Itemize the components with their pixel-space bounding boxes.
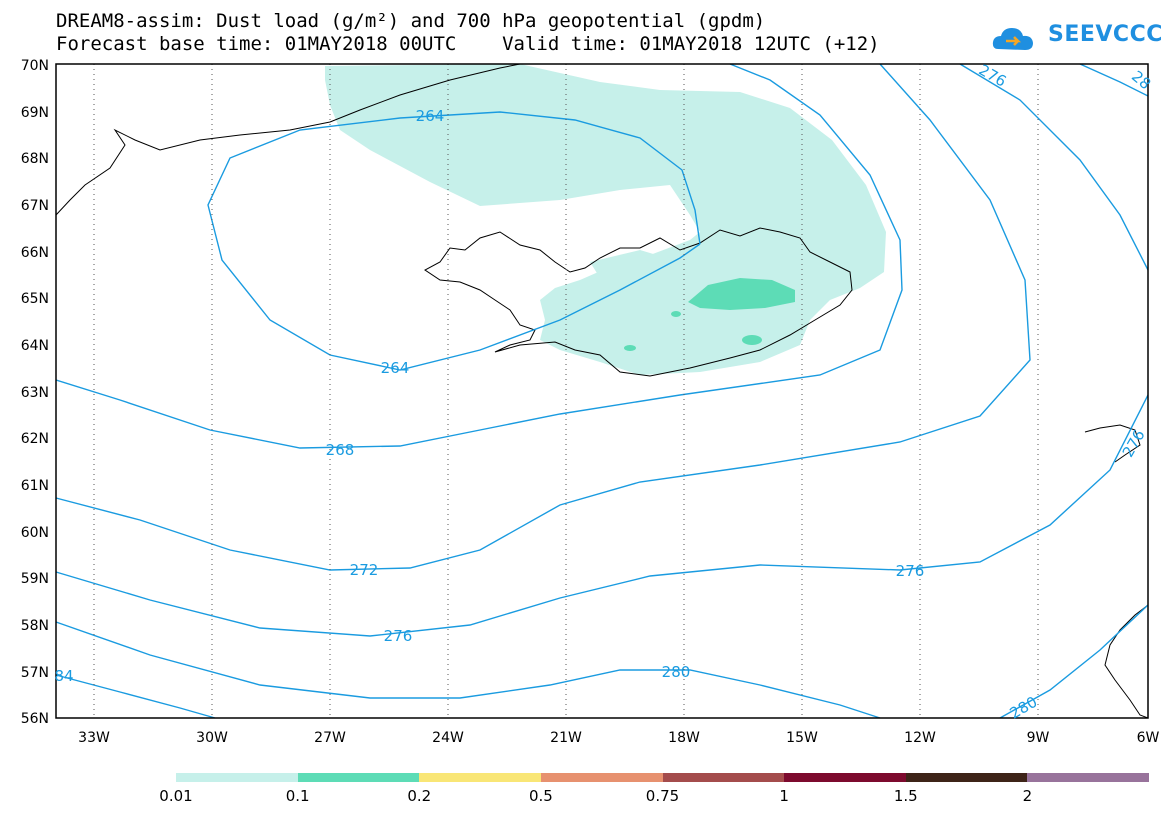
dust-spot: [742, 335, 762, 345]
lon-label: 18W: [668, 730, 700, 746]
lat-label: 60N: [21, 525, 49, 541]
lat-label: 63N: [21, 385, 49, 401]
contour-280-right: [999, 604, 1149, 719]
lat-label: 68N: [21, 151, 49, 167]
lon-label: 21W: [550, 730, 582, 746]
legend-label: 0.2: [407, 787, 432, 805]
legend-swatch: [784, 773, 906, 782]
logo-text: SEEVCCC: [1048, 22, 1163, 47]
lat-label: 64N: [21, 338, 49, 354]
lon-label: 12W: [904, 730, 936, 746]
contour-label: 276: [1119, 427, 1149, 461]
legend-label: 0.01: [159, 787, 193, 805]
legend-swatch: [419, 773, 541, 782]
contour-label: 264: [416, 107, 445, 125]
contour-label: 84: [54, 667, 73, 685]
dust-spot: [671, 311, 681, 317]
lat-label: 58N: [21, 618, 49, 634]
legend-label: 1: [779, 787, 789, 805]
lat-label: 56N: [21, 711, 49, 727]
legend-colorbar: [176, 773, 1149, 782]
legend-swatch: [176, 773, 298, 782]
lat-label: 69N: [21, 105, 49, 121]
contour-264: [207, 111, 701, 371]
iceland-coastline: [424, 227, 853, 377]
lon-label: 27W: [314, 730, 346, 746]
contour-268: [55, 63, 903, 449]
scotland-coastline: [1104, 604, 1149, 719]
contour-label: 264: [381, 359, 410, 377]
legend-label: 0.75: [645, 787, 680, 805]
contour-276-low: [55, 394, 1149, 637]
cloud-icon: [992, 28, 1033, 50]
contour-label: 272: [350, 561, 379, 579]
contour-280: [55, 621, 881, 719]
lat-label: 66N: [21, 245, 49, 261]
lat-label: 62N: [21, 431, 49, 447]
dust-area-mid: [688, 278, 795, 310]
dust-spot: [624, 345, 636, 351]
legend-swatch: [540, 773, 663, 782]
contour-276-top: [959, 63, 1149, 271]
legend-label: 1.5: [893, 787, 918, 805]
greenland-coastline: [55, 63, 521, 216]
map-subtitle: Forecast base time: 01MAY2018 00UTC Vali…: [56, 33, 880, 55]
dust-area-light-2: [590, 250, 660, 280]
contour-label: 268: [326, 441, 355, 459]
contour-label: 280: [662, 663, 691, 681]
lat-label: 65N: [21, 291, 49, 307]
legend-label: 2: [1022, 787, 1033, 805]
lat-label: 61N: [21, 478, 49, 494]
lat-label: 67N: [21, 198, 49, 214]
contour-28x-top: [1079, 63, 1149, 97]
legend-label: 0.5: [528, 787, 553, 805]
contour-272: [55, 63, 1031, 571]
contour-label: 276: [384, 627, 413, 645]
lon-label: 9W: [1027, 730, 1050, 746]
contour-label: 28: [1128, 67, 1154, 93]
legend-label: 0.1: [285, 787, 310, 805]
legend-swatch: [905, 773, 1028, 782]
legend-swatch: [1027, 773, 1149, 782]
lat-label: 57N: [21, 665, 49, 681]
lat-label: 70N: [21, 58, 49, 74]
map-frame: [55, 63, 1149, 719]
legend-swatch: [297, 773, 420, 782]
lon-label: 6W: [1137, 730, 1160, 746]
lon-label: 24W: [432, 730, 464, 746]
lon-label: 33W: [78, 730, 110, 746]
contour-284: [55, 674, 216, 719]
legend-swatch: [662, 773, 785, 782]
lon-label: 15W: [786, 730, 818, 746]
contour-label: 276: [976, 61, 1010, 91]
faroe-coastline: [1084, 424, 1141, 463]
contour-label: 276: [896, 562, 925, 580]
lat-label: 59N: [21, 571, 49, 587]
lon-label: 30W: [196, 730, 228, 746]
map-title: DREAM8-assim: Dust load (g/m²) and 700 h…: [56, 10, 766, 32]
